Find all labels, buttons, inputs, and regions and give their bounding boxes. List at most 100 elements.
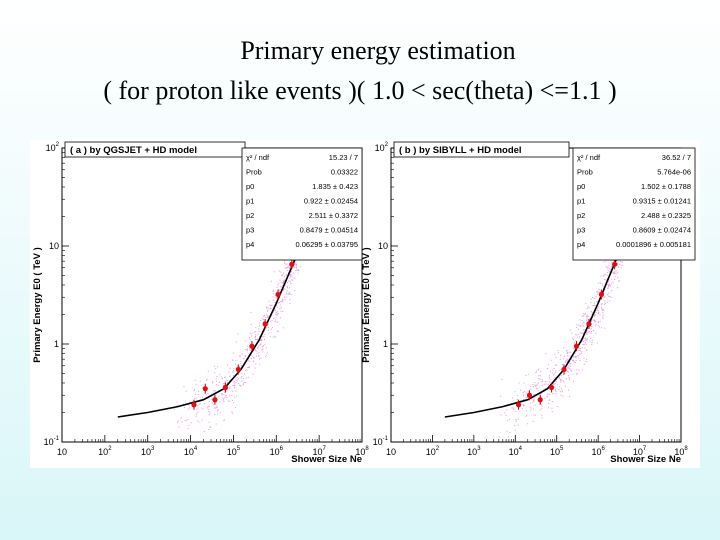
event-dot	[514, 391, 516, 393]
y-axis-label: Primary Energy E0 ( TeV )	[361, 247, 372, 362]
event-dot	[271, 304, 273, 306]
event-dot	[574, 362, 576, 364]
event-dot	[543, 383, 545, 385]
event-dot	[258, 355, 260, 357]
event-dot	[197, 411, 199, 413]
event-dot	[278, 289, 280, 291]
y-axis-label: Primary Energy E0 ( TeV )	[32, 247, 43, 362]
event-dot	[549, 378, 551, 380]
event-dot	[233, 385, 235, 387]
event-dot	[214, 372, 216, 374]
event-dot	[538, 378, 540, 380]
event-dot	[572, 380, 574, 382]
event-dot	[600, 291, 602, 293]
event-dot	[611, 290, 613, 292]
event-dot	[290, 274, 292, 276]
event-dot	[232, 360, 234, 362]
event-dot	[291, 275, 293, 277]
event-dot	[234, 381, 236, 383]
event-dot	[243, 382, 245, 384]
event-dot	[241, 376, 243, 378]
event-dot	[555, 392, 557, 394]
event-dot	[509, 431, 511, 433]
event-dot	[590, 311, 592, 313]
event-dot	[269, 321, 271, 323]
event-dot	[614, 278, 616, 280]
event-dot	[209, 426, 211, 428]
event-dot	[578, 357, 580, 359]
event-dot	[550, 359, 552, 361]
event-dot	[594, 320, 596, 322]
event-dot	[221, 394, 223, 396]
event-dot	[603, 274, 605, 276]
event-dot	[231, 411, 233, 413]
event-dot	[280, 289, 282, 291]
event-dot	[569, 364, 571, 366]
event-dot	[574, 347, 576, 349]
event-dot	[267, 310, 269, 312]
event-dot	[572, 348, 574, 350]
event-dot	[273, 271, 275, 273]
event-dot	[223, 382, 225, 384]
event-dot	[572, 373, 574, 375]
event-dot	[293, 266, 295, 268]
event-dot	[604, 296, 606, 298]
event-dot	[180, 417, 182, 419]
event-dot	[276, 312, 278, 314]
x-tick-label: 104	[184, 446, 198, 457]
event-dot	[580, 350, 582, 352]
x-tick-label: 107	[633, 446, 647, 457]
event-dot	[576, 369, 578, 371]
event-dot	[268, 327, 270, 329]
event-dot	[251, 332, 253, 334]
event-dot	[272, 293, 274, 295]
fit-curve	[117, 186, 320, 418]
event-dot	[276, 314, 278, 316]
event-dot	[292, 260, 294, 262]
event-dot	[527, 391, 529, 393]
event-dot	[570, 370, 572, 372]
event-dot	[515, 418, 517, 420]
event-dot	[602, 297, 604, 299]
event-dot	[533, 398, 535, 400]
event-dot	[554, 386, 556, 388]
event-dot	[266, 316, 268, 318]
event-dot	[289, 281, 291, 283]
event-dot	[226, 382, 228, 384]
chart-b: 10 102 103 104 105 106 107 108 10-1 1 10 102 ( b ) b…	[361, 141, 696, 465]
event-dot	[584, 340, 586, 342]
event-dot	[270, 280, 272, 282]
event-dot	[245, 348, 247, 350]
event-dot	[258, 322, 260, 324]
event-dot	[578, 336, 580, 338]
event-dot	[583, 337, 585, 339]
event-dot	[572, 359, 574, 361]
event-dot	[575, 326, 577, 328]
slide-title: Primary energy estimation	[240, 36, 516, 65]
data-point	[249, 343, 255, 349]
event-dot	[535, 370, 537, 372]
event-dot	[284, 298, 286, 300]
event-dot	[570, 351, 572, 353]
event-dot	[223, 394, 225, 396]
y-tick-label: 10	[378, 241, 388, 251]
event-dot	[274, 335, 276, 337]
event-dot	[614, 271, 616, 273]
event-dot	[597, 308, 599, 310]
event-dot	[562, 374, 564, 376]
event-dot	[599, 320, 601, 322]
event-dot	[256, 347, 258, 349]
event-dot	[262, 351, 264, 353]
event-dot	[176, 401, 178, 403]
event-dot	[597, 324, 599, 326]
event-dot	[277, 321, 279, 323]
event-dot	[564, 373, 566, 375]
event-dot	[541, 405, 543, 407]
event-dot	[232, 381, 234, 383]
event-dot	[595, 295, 597, 297]
event-dot	[606, 267, 608, 269]
event-dot	[291, 271, 293, 273]
event-dot	[282, 288, 284, 290]
event-dot	[610, 265, 612, 267]
event-dot	[275, 321, 277, 323]
